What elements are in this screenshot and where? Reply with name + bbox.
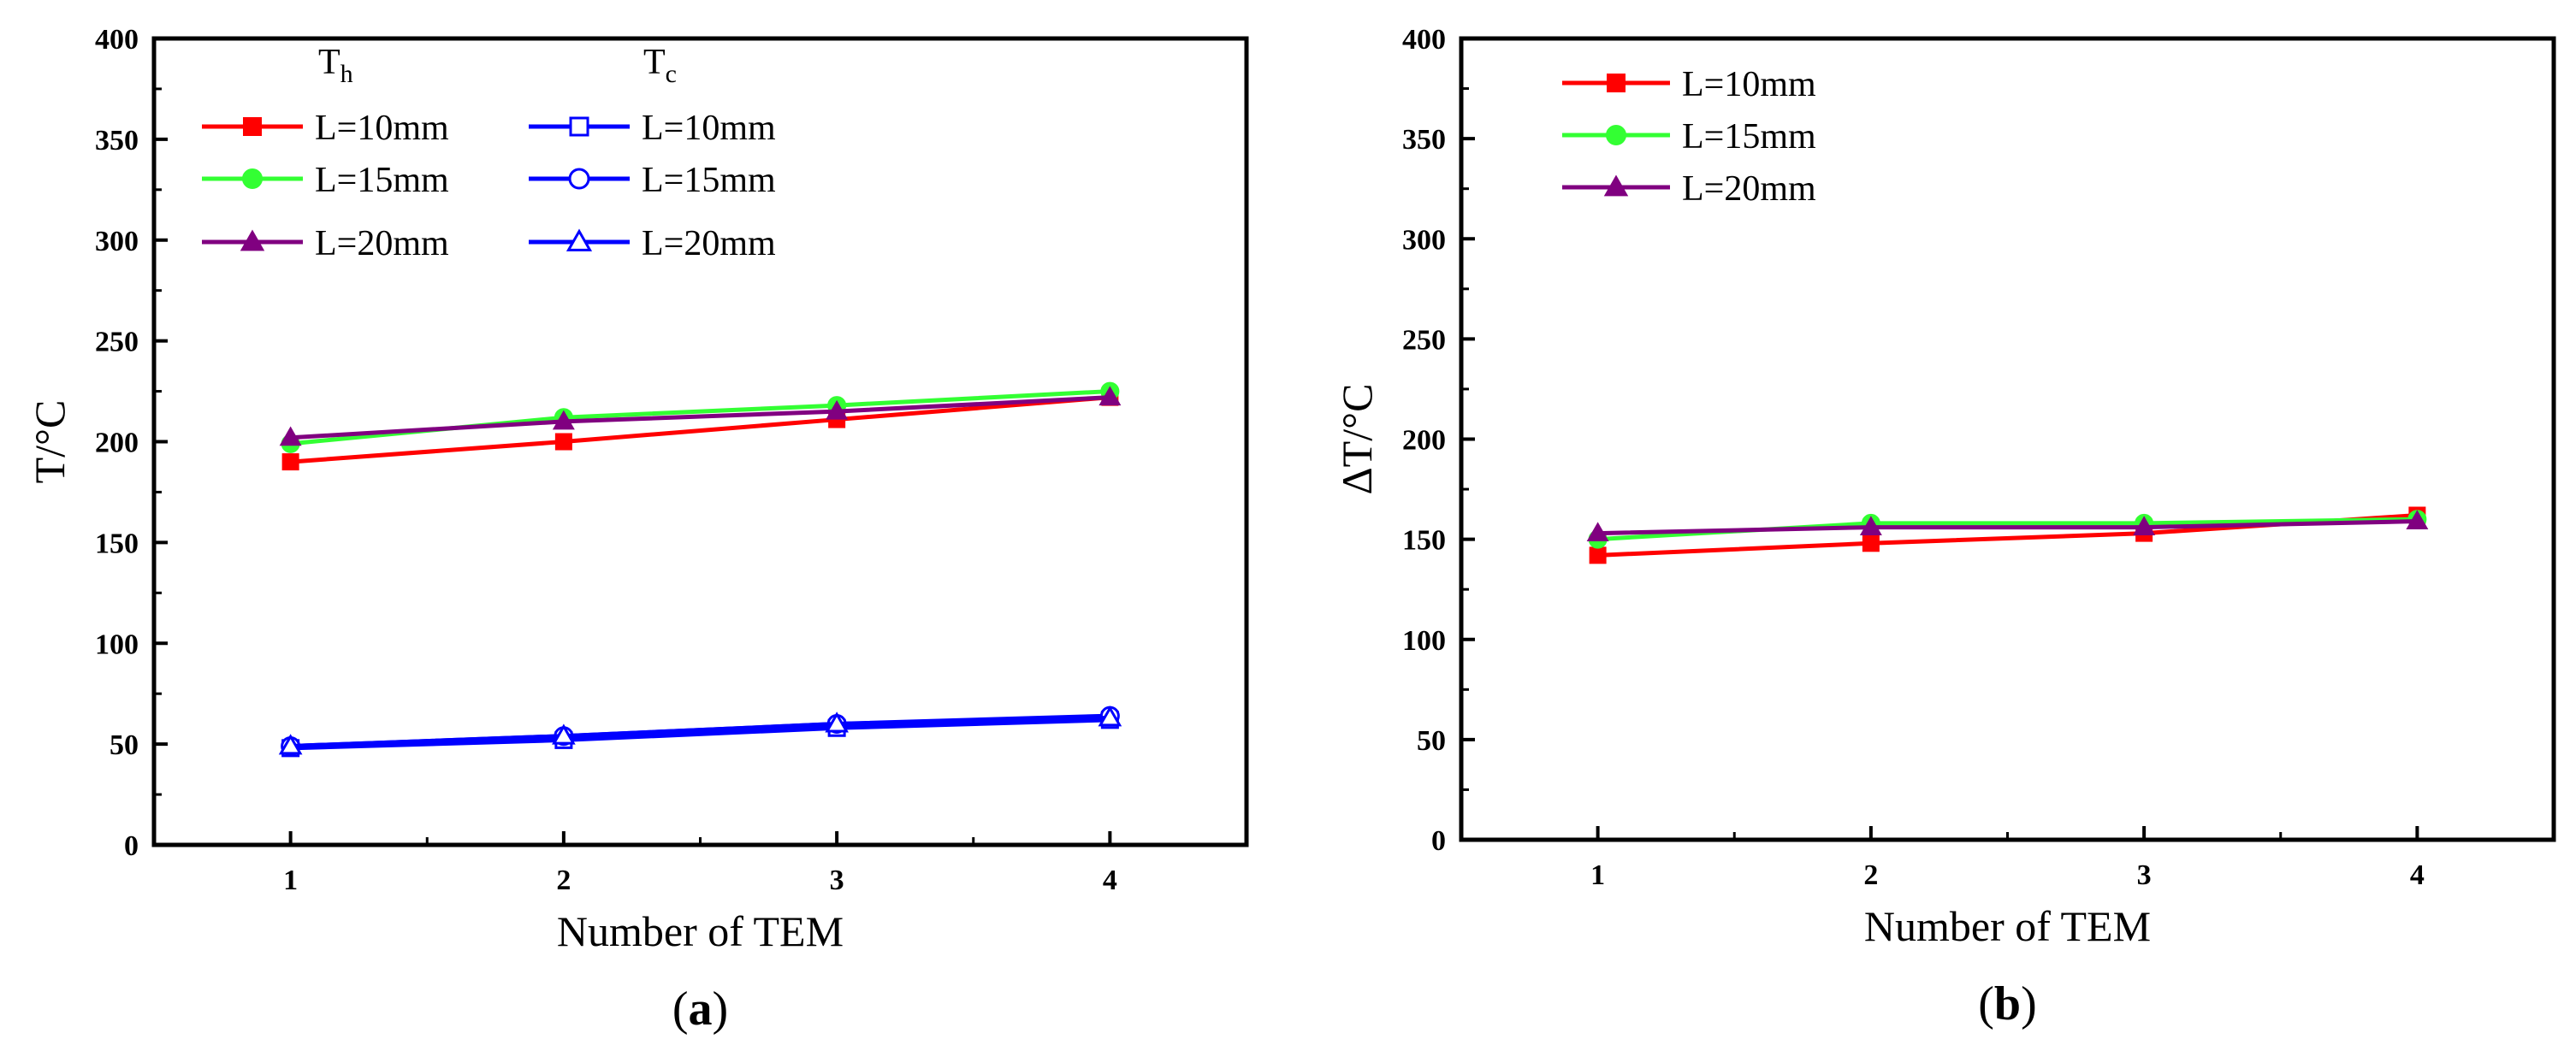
y-tick-label: 0 bbox=[124, 830, 139, 862]
panel-label: (a) bbox=[672, 983, 728, 1036]
data-point bbox=[2133, 516, 2156, 536]
y-tick-label: 100 bbox=[95, 629, 139, 660]
legend-marker bbox=[1607, 74, 1626, 92]
series-line bbox=[290, 395, 1110, 464]
data-point bbox=[278, 734, 303, 755]
y-tick-label: 300 bbox=[1402, 224, 1446, 256]
legend-marker bbox=[243, 117, 262, 136]
legend-header-symbol: T bbox=[318, 43, 341, 82]
legend-marker bbox=[569, 116, 589, 137]
y-axis-title: ΔT/°C bbox=[1333, 384, 1381, 495]
series-line bbox=[1597, 519, 2418, 536]
x-axis-title: Number of TEM bbox=[557, 907, 844, 955]
series-line bbox=[290, 717, 1110, 751]
x-tick-label: 2 bbox=[556, 865, 571, 896]
x-tick-label: 2 bbox=[1863, 859, 1878, 891]
y-tick-label: 300 bbox=[95, 226, 139, 257]
data-point bbox=[554, 433, 572, 451]
series-2 bbox=[279, 386, 1122, 446]
x-tick-label: 3 bbox=[830, 865, 844, 896]
y-tick-label: 50 bbox=[1417, 725, 1446, 757]
panel-a: 0 50 100 150 200 250 300 350 400 1 2 3 4 Number of TE… bbox=[26, 24, 1249, 1036]
y-tick-label: 350 bbox=[1402, 124, 1446, 156]
legend-label: L=20mm bbox=[642, 224, 776, 263]
legend-label: L=10mm bbox=[1682, 65, 1816, 104]
x-tick-label: 3 bbox=[2137, 859, 2152, 891]
y-tick-label: 150 bbox=[1402, 525, 1446, 557]
panel-label: (b) bbox=[1978, 977, 2036, 1030]
legend-marker bbox=[240, 229, 265, 251]
data-point bbox=[279, 426, 302, 446]
x-tick-label: 4 bbox=[1103, 865, 1117, 896]
y-tick-label: 200 bbox=[95, 428, 139, 459]
data-point bbox=[1862, 534, 1880, 552]
legend-marker bbox=[568, 168, 590, 190]
y-tick-label: 150 bbox=[95, 528, 139, 559]
data-point bbox=[1586, 522, 1609, 542]
data-point bbox=[552, 410, 575, 430]
legend-marker bbox=[1606, 125, 1626, 145]
legend-label: L=10mm bbox=[315, 109, 449, 148]
legend-label: L=20mm bbox=[1682, 169, 1816, 209]
legend-label: L=15mm bbox=[1682, 117, 1816, 156]
legend-header-subscript: h bbox=[341, 60, 353, 88]
y-tick-label: 100 bbox=[1402, 625, 1446, 657]
y-tick-label: 350 bbox=[95, 125, 139, 156]
panel-label-letter: a bbox=[689, 983, 713, 1036]
y-tick-label: 250 bbox=[95, 327, 139, 358]
legend-item: L=10mm bbox=[202, 109, 449, 148]
legend-marker bbox=[1603, 174, 1629, 197]
legend-item: L=15mm bbox=[529, 161, 776, 200]
data-point bbox=[1859, 516, 1882, 536]
legend-header-tc: Tc bbox=[643, 43, 677, 88]
data-point bbox=[826, 399, 849, 420]
panel-label-letter: b bbox=[1994, 977, 2021, 1030]
data-point bbox=[1098, 706, 1122, 727]
data-point bbox=[281, 453, 299, 471]
legend-header-subscript: c bbox=[666, 60, 677, 88]
legend-item: L=10mm bbox=[1562, 65, 1816, 104]
plot-frame bbox=[1459, 36, 2556, 842]
legend-label: L=10mm bbox=[642, 109, 776, 148]
data-point bbox=[825, 711, 849, 733]
y-tick-label: 400 bbox=[95, 24, 139, 56]
legend-item: L=20mm bbox=[529, 224, 776, 263]
data-point bbox=[1589, 546, 1607, 564]
x-tick-label: 1 bbox=[1590, 859, 1605, 891]
legend-header-symbol: T bbox=[643, 43, 666, 82]
data-point bbox=[1099, 386, 1122, 406]
x-axis-title: Number of TEM bbox=[1864, 902, 2151, 950]
legend-marker bbox=[566, 228, 593, 251]
legend-label: L=20mm bbox=[315, 224, 449, 263]
panel-b: 0 50 100 150 200 250 300 350 400 1 2 3 4 Number of TE… bbox=[1333, 24, 2556, 1030]
legend-label: L=15mm bbox=[315, 161, 449, 200]
legend-label: L=15mm bbox=[642, 161, 776, 200]
y-tick-label: 50 bbox=[110, 729, 139, 761]
data-point bbox=[552, 723, 576, 745]
legend-marker bbox=[242, 168, 263, 189]
series-5 bbox=[278, 706, 1122, 755]
series-line bbox=[290, 715, 1110, 748]
series-2 bbox=[1586, 510, 2429, 542]
legend-header-th: Th bbox=[318, 43, 353, 88]
x-tick-label: 4 bbox=[2410, 859, 2425, 891]
legend-item: L=10mm bbox=[529, 109, 776, 148]
legend-item: L=20mm bbox=[1562, 169, 1816, 209]
y-tick-label: 400 bbox=[1402, 24, 1446, 56]
legend-item: L=15mm bbox=[202, 161, 449, 200]
y-tick-label: 0 bbox=[1431, 825, 1446, 857]
legend-item: L=20mm bbox=[202, 224, 449, 263]
legend-item: L=15mm bbox=[1562, 117, 1816, 156]
series-line bbox=[290, 395, 1110, 440]
x-tick-label: 1 bbox=[283, 865, 298, 896]
y-tick-label: 200 bbox=[1402, 425, 1446, 457]
y-axis-title: T/°C bbox=[26, 400, 74, 484]
data-point bbox=[2406, 510, 2429, 529]
y-tick-label: 250 bbox=[1402, 324, 1446, 356]
series-0 bbox=[1589, 506, 2426, 564]
